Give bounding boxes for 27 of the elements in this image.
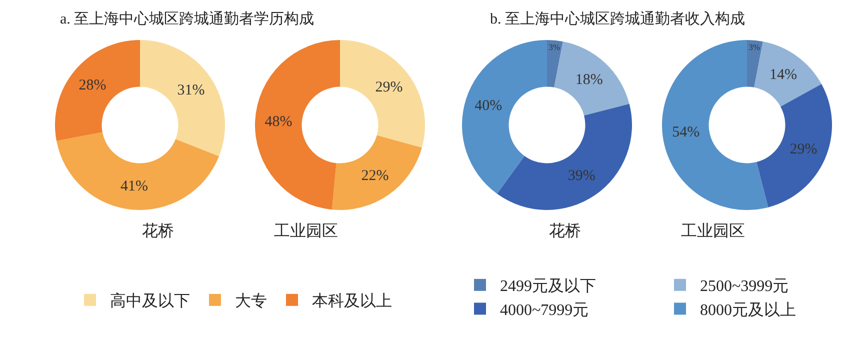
legend-label: 8000元及以上 — [700, 300, 796, 319]
data-label: 39% — [568, 168, 596, 184]
data-label: 40% — [474, 98, 502, 114]
data-label: 29% — [790, 141, 818, 158]
data-label: 3% — [748, 42, 760, 52]
slice-label: 花桥 — [142, 222, 174, 240]
data-label: 48% — [264, 114, 292, 130]
chart-title: b. 至上海中心城区跨城通勤者收入构成 — [490, 10, 745, 28]
data-label: 31% — [177, 82, 205, 98]
data-label: 28% — [78, 78, 106, 94]
slice-label: 工业园区 — [274, 222, 338, 240]
data-label: 3% — [548, 42, 560, 52]
slice-label: 花桥 — [549, 222, 581, 240]
legend-label: 本科及以上 — [312, 292, 392, 310]
data-label: 22% — [361, 168, 389, 184]
data-label: 29% — [375, 80, 403, 96]
data-label: 54% — [672, 124, 700, 141]
chart-title: a. 至上海中心城区跨城通勤者学历构成 — [60, 10, 314, 28]
legend-label: 2500~3999元 — [700, 278, 789, 296]
slice-label: 工业园区 — [681, 222, 745, 240]
legend-label: 2499元及以下 — [500, 277, 596, 296]
legend-label: 大专 — [235, 292, 267, 310]
data-label: 18% — [575, 72, 603, 88]
legend-label: 高中及以下 — [110, 292, 190, 310]
legend-label: 4000~7999元 — [500, 302, 589, 319]
data-label: 14% — [769, 67, 797, 84]
data-label: 41% — [120, 178, 148, 194]
